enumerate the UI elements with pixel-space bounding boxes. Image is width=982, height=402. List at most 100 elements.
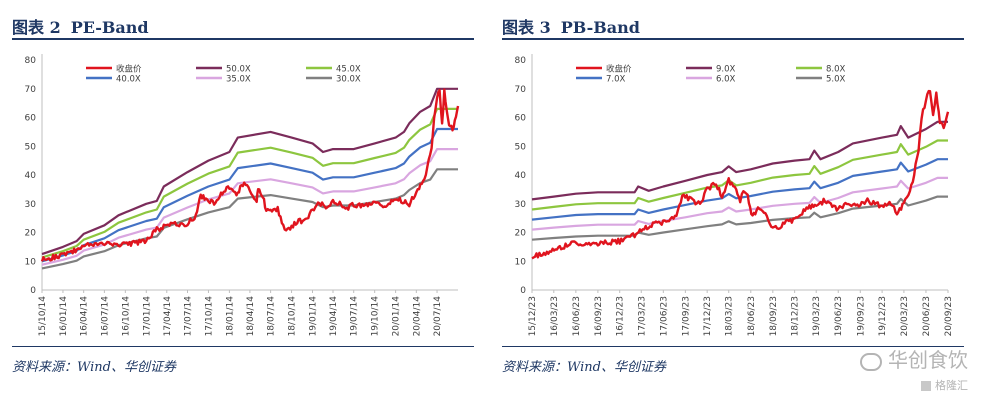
x-tick-label: 18/01/14	[225, 296, 235, 337]
series-line-50.0X	[41, 87, 458, 256]
legend-label: 6.0X	[716, 75, 736, 85]
y-tick-label: 60	[25, 114, 37, 124]
source-note: 资料来源：Wind、华创证券	[502, 360, 666, 375]
x-tick-label: 19/12/23	[878, 296, 888, 336]
pe-band-chart: 0 10 20 30 40 50 60 70 80 15/10/14 16/01/14 16/04/1…	[25, 54, 460, 337]
x-tick-label: 19/04/14	[329, 296, 339, 337]
x-tick-label: 15/10/14	[38, 296, 48, 337]
legend-label: 8.0X	[826, 65, 846, 75]
x-tick-label: 18/07/14	[267, 296, 277, 337]
y-tick-label: 40	[515, 171, 527, 181]
source-rule	[502, 346, 964, 347]
figure-pb-band: 图表 3 PB-Band 0 10 20 30 40 50 60 70 80 15/12/23 16/…	[502, 0, 974, 402]
x-tick-label: 16/12/23	[616, 296, 626, 336]
x-tick-label: 19/03/23	[812, 296, 822, 336]
y-tick-label: 80	[515, 56, 527, 66]
series-line-40.0X	[41, 127, 458, 263]
x-tick-label: 19/07/14	[350, 296, 360, 337]
x-tick-label: 18/06/23	[747, 296, 757, 336]
y-tick-label: 10	[25, 257, 37, 267]
source-rule	[12, 346, 474, 347]
x-tick-label: 20/06/23	[922, 296, 932, 336]
figure-number: 图表 2	[12, 18, 61, 37]
x-tick-label: 20/04/14	[412, 296, 422, 337]
x-tick-label: 18/10/14	[288, 296, 298, 337]
legend-label: 30.0X	[336, 75, 361, 85]
x-tick-label: 19/09/23	[856, 296, 866, 336]
series-line-price	[40, 88, 460, 262]
figure-title: 图表 3 PB-Band	[502, 14, 640, 38]
x-tick-label: 17/10/14	[204, 296, 214, 337]
y-tick-label: 50	[25, 142, 37, 152]
x-tick-label: 17/12/23	[703, 296, 713, 336]
x-tick-label: 17/03/23	[637, 296, 647, 336]
watermark-main: 华创食饮	[860, 344, 968, 373]
y-tick-label: 30	[25, 200, 37, 210]
x-tick-label: 19/01/14	[309, 296, 319, 337]
gelonghui-logo-icon	[921, 381, 931, 391]
x-tick-label: 20/09/23	[944, 296, 954, 336]
x-tick-label: 16/01/14	[59, 296, 69, 337]
x-tick-label: 17/04/14	[163, 296, 173, 337]
legend-label: 35.0X	[226, 75, 251, 85]
y-tick-label: 0	[30, 286, 36, 296]
x-tick-label: 17/09/23	[681, 296, 691, 336]
x-tick-label: 16/06/23	[572, 296, 582, 336]
series-line-7.0X	[531, 158, 948, 221]
figure-number: 图表 3	[502, 18, 551, 37]
x-tick-label: 18/12/23	[791, 296, 801, 336]
y-tick-label: 70	[515, 85, 527, 95]
y-tick-label: 70	[25, 85, 37, 95]
legend-label: 收盘价	[116, 64, 142, 75]
watermark-main-text: 华创食饮	[888, 348, 968, 372]
series-line-9.0X	[531, 120, 948, 201]
y-tick-label: 20	[25, 229, 37, 239]
watermark-sub-text: 格隆汇	[935, 379, 968, 392]
x-tick-label: 16/07/14	[100, 296, 110, 337]
figure-pe-band: 图表 2 PE-Band 0 10 20 30 40 50 60 70 80 15/10/14 16/…	[12, 0, 484, 402]
x-tick-label: 19/06/23	[834, 296, 844, 336]
x-tick-label: 18/09/23	[769, 296, 779, 336]
x-tick-label: 16/04/14	[80, 296, 90, 337]
legend-label: 9.0X	[716, 65, 736, 75]
x-tick-label: 17/06/23	[659, 296, 669, 336]
x-tick-label: 19/10/14	[371, 296, 381, 337]
x-tick-label: 20/07/14	[433, 296, 443, 337]
legend-label: 40.0X	[116, 75, 141, 85]
y-tick-label: 20	[515, 229, 527, 239]
figure-title: 图表 2 PE-Band	[12, 14, 149, 38]
series-line-price	[531, 89, 950, 260]
legend-label: 收盘价	[606, 64, 632, 75]
pb-band-chart: 0 10 20 30 40 50 60 70 80 15/12/23 16/03/23 16/06/2…	[515, 54, 954, 336]
x-tick-label: 17/07/14	[183, 296, 193, 337]
y-tick-label: 60	[515, 114, 527, 124]
legend-label: 45.0X	[336, 65, 361, 75]
title-rule	[502, 38, 964, 40]
x-tick-label: 16/09/23	[594, 296, 604, 336]
watermark-sub: 格隆汇	[860, 377, 968, 393]
x-tick-label: 18/03/23	[725, 296, 735, 336]
x-tick-label: 15/12/23	[528, 296, 538, 336]
y-tick-label: 80	[25, 56, 37, 66]
legend-label: 7.0X	[606, 75, 626, 85]
x-tick-label: 20/03/23	[900, 296, 910, 336]
legend-label: 5.0X	[826, 75, 846, 85]
legend-label: 50.0X	[226, 65, 251, 75]
y-tick-label: 10	[515, 257, 527, 267]
x-tick-label: 16/10/14	[121, 296, 131, 337]
figure-name: PE-Band	[70, 18, 149, 37]
watermark: 华创食饮 格隆汇	[860, 344, 968, 393]
wechat-icon	[860, 352, 882, 371]
figure-name: PB-Band	[560, 18, 640, 37]
series-line-45.0X	[41, 107, 458, 259]
source-note: 资料来源：Wind、华创证券	[12, 360, 176, 375]
series-line-8.0X	[531, 139, 948, 211]
y-tick-label: 30	[515, 200, 527, 210]
x-tick-label: 18/04/14	[246, 296, 256, 337]
x-tick-label: 16/03/23	[550, 296, 560, 336]
y-tick-label: 40	[25, 171, 37, 181]
y-tick-label: 0	[520, 286, 526, 296]
series-line-30.0X	[41, 168, 458, 270]
y-tick-label: 50	[515, 142, 527, 152]
x-tick-label: 17/01/14	[142, 296, 152, 337]
